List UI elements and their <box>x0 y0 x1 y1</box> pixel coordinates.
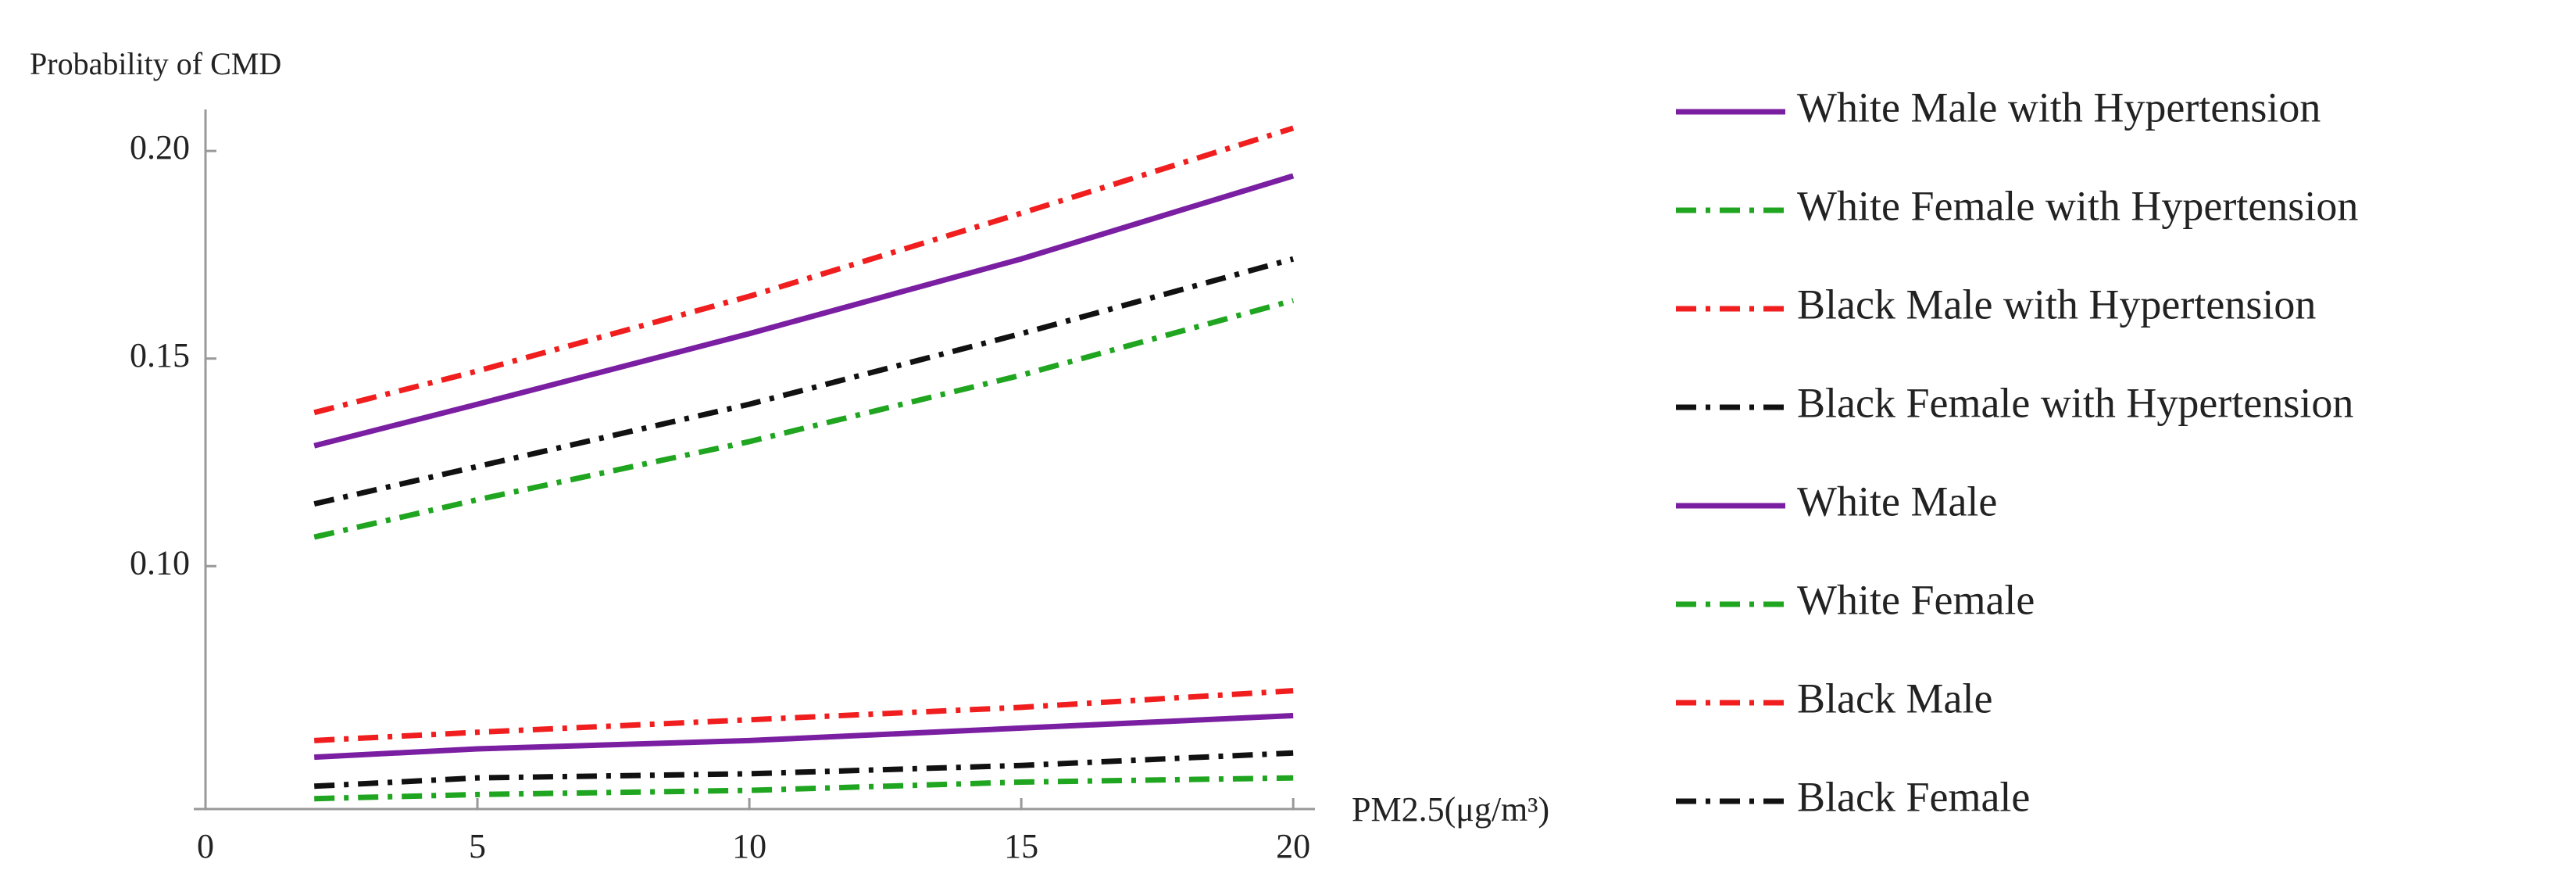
series-line <box>314 712 1294 761</box>
legend-label: Black Male with Hypertension <box>1797 281 2316 328</box>
series-line <box>314 688 1294 743</box>
x-tick-label: 10 <box>732 827 766 865</box>
y-axis-label: Probability of CMD <box>30 46 281 81</box>
series-line <box>313 125 1295 416</box>
legend-label: White Male <box>1797 478 1997 525</box>
series-line <box>313 297 1295 540</box>
y-tick-label: 0.20 <box>130 128 190 166</box>
legend-label: Black Female <box>1797 773 2030 820</box>
legend-label: White Male with Hypertension <box>1797 84 2321 131</box>
legend-label: White Female with Hypertension <box>1797 182 2358 229</box>
x-tick-label: 15 <box>1004 827 1038 865</box>
y-tick-label: 0.15 <box>130 336 190 374</box>
series-line <box>314 750 1294 790</box>
legend-label: Black Female with Hypertension <box>1797 379 2353 426</box>
x-tick-label: 20 <box>1276 827 1310 865</box>
y-tick-label: 0.10 <box>130 543 190 582</box>
legend-label: Black Male <box>1797 675 1992 722</box>
series-line <box>313 173 1295 449</box>
x-tick-label: 5 <box>469 827 486 865</box>
x-tick-label: 0 <box>197 827 214 865</box>
series-line <box>314 775 1294 802</box>
x-axis-label: PM2.5(μg/m³) <box>1352 790 1549 829</box>
legend-label: White Female <box>1797 576 2035 623</box>
series-line <box>313 256 1295 507</box>
